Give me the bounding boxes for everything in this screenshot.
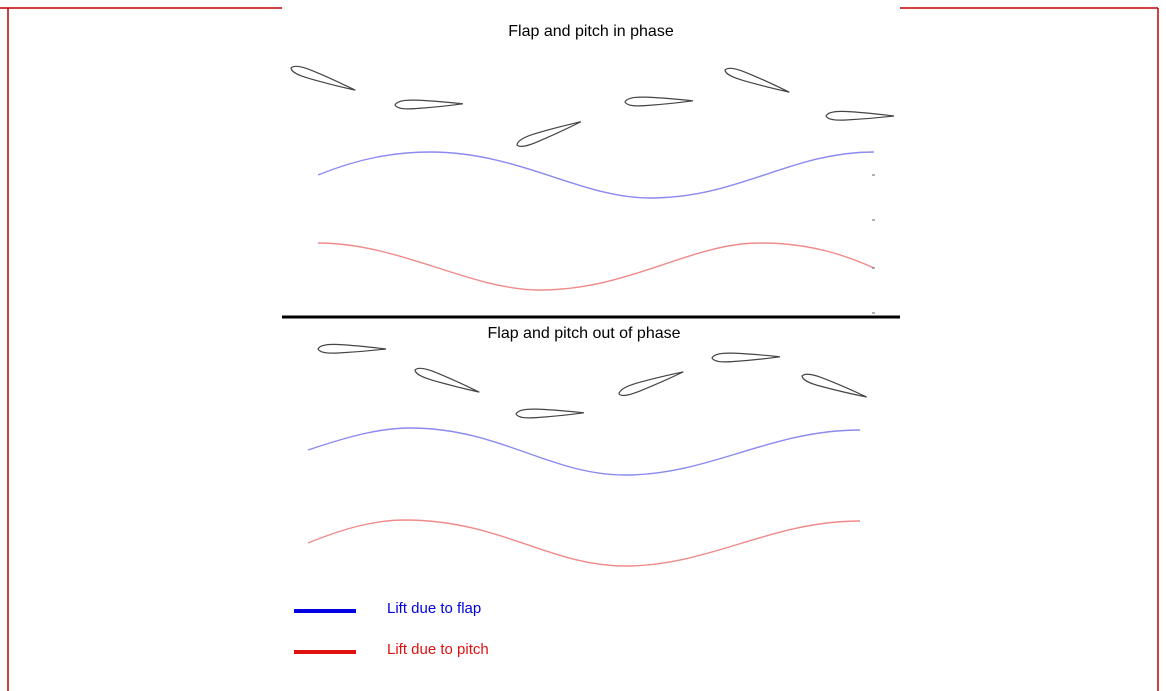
ticks bbox=[872, 175, 875, 313]
diagram: Flap and pitch in phase Flap and pitch o… bbox=[0, 0, 1166, 691]
legend-label: Lift due to pitch bbox=[387, 641, 489, 658]
flap-curve bbox=[318, 152, 874, 198]
panel-title: Flap and pitch in phase bbox=[508, 23, 674, 40]
flap-curve bbox=[308, 428, 860, 475]
airfoils bbox=[318, 344, 868, 418]
pitch-curve bbox=[308, 520, 860, 566]
pitch-curve bbox=[318, 243, 874, 290]
legend-label: Lift due to flap bbox=[387, 600, 481, 617]
panel-title: Flap and pitch out of phase bbox=[487, 325, 680, 342]
airfoils bbox=[290, 64, 894, 149]
frame bbox=[0, 8, 1158, 691]
